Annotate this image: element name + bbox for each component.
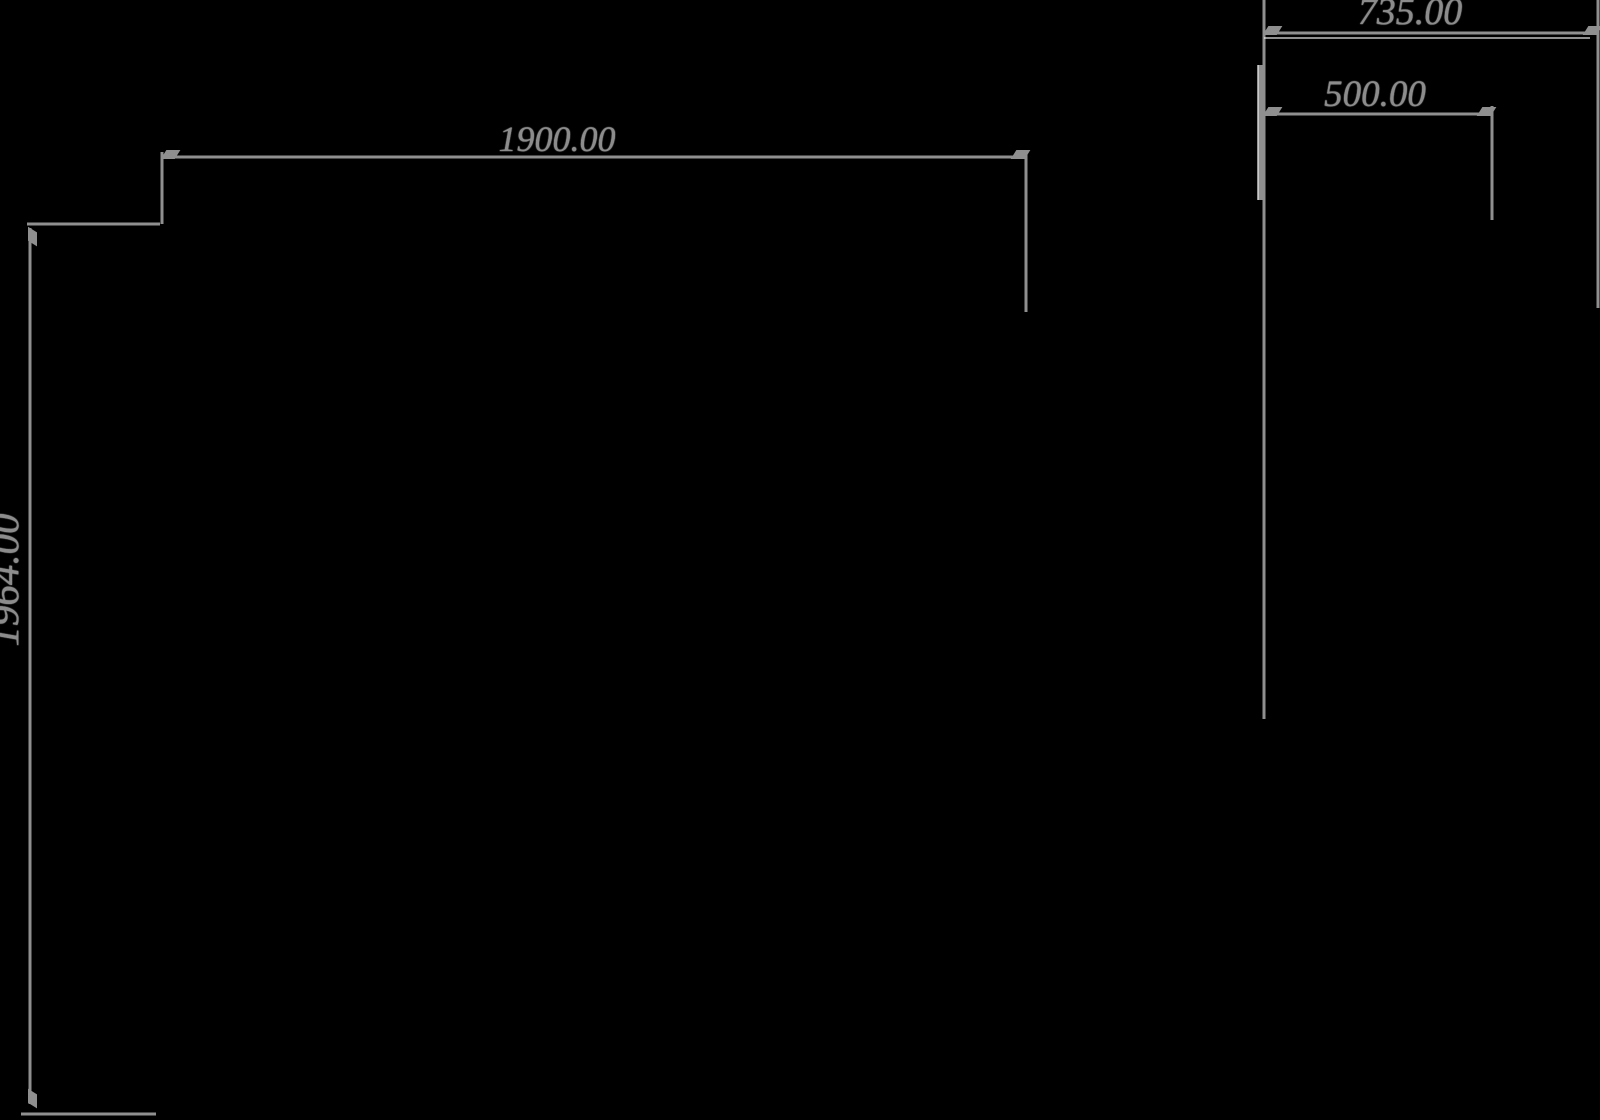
svg-text:1900.00: 1900.00	[499, 119, 616, 159]
svg-text:735.00: 735.00	[1358, 0, 1463, 33]
svg-text:1964.00: 1964.00	[0, 513, 27, 646]
svg-text:500.00: 500.00	[1324, 74, 1426, 115]
